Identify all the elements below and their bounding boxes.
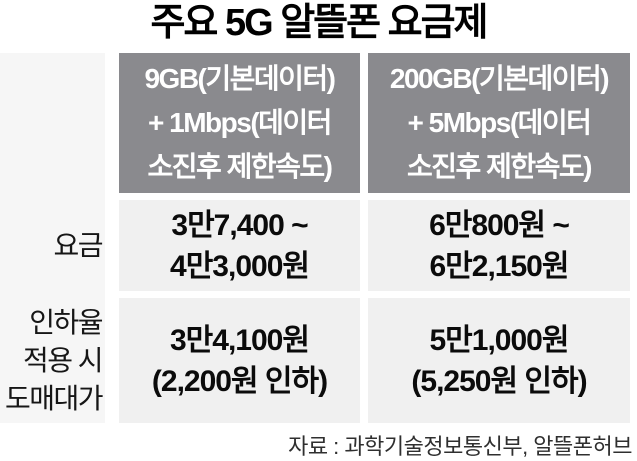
column-header-plan-200gb: 200GB(기본데이터) + 5Mbps(데이터 소진후 제한속도) <box>368 53 630 193</box>
row-label-column-background <box>0 53 105 423</box>
cell-wholesale-plan-9gb: 3만4,100원 (2,200원 인하) <box>119 298 360 423</box>
row-label-wholesale-after-discount: 인하율 적용 시 도매대가 <box>4 306 104 414</box>
cell-fee-plan-9gb: 3만7,400 ~ 4만3,000원 <box>119 200 360 291</box>
figure-title: 주요 5G 알뜰폰 요금제 <box>150 2 488 44</box>
source-caption: 자료 : 과학기술정보통신부, 알뜰폰허브 <box>288 434 632 459</box>
row-label-fee: 요금 <box>53 229 103 261</box>
cell-fee-plan-200gb: 6만800원 ~ 6만2,150원 <box>368 200 630 291</box>
cell-wholesale-plan-200gb: 5만1,000원 (5,250원 인하) <box>368 298 630 423</box>
column-header-plan-9gb: 9GB(기본데이터) + 1Mbps(데이터 소진후 제한속도) <box>119 53 360 193</box>
